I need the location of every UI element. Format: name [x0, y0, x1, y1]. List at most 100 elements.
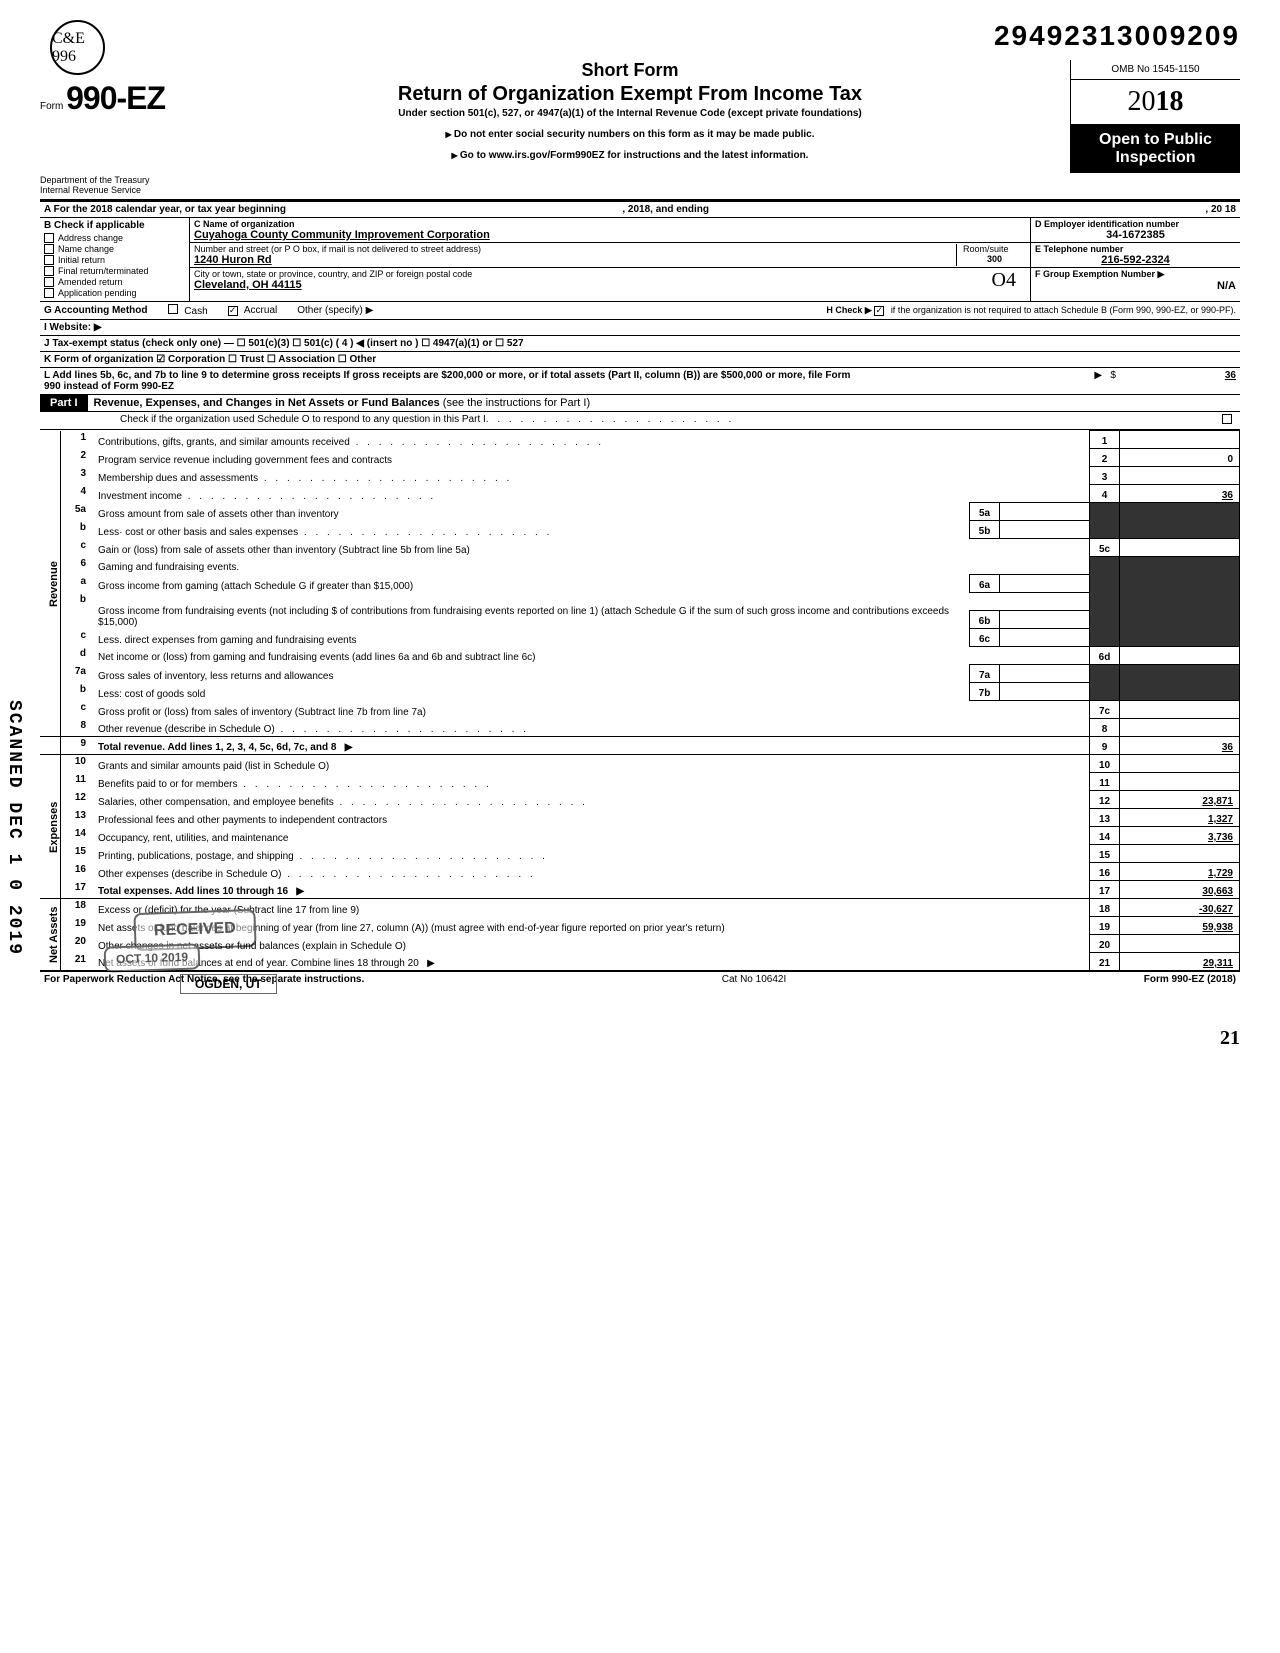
section-d-e-f: D Employer identification number 34-1672…: [1030, 218, 1240, 301]
chk-label: Amended return: [58, 277, 123, 287]
street-label: Number and street (or P O box, if mail i…: [194, 244, 956, 254]
website-label: I Website: ▶: [44, 322, 102, 333]
chk-label: Initial return: [58, 255, 105, 265]
checkbox-icon: [44, 233, 54, 243]
accounting-label: G Accounting Method: [44, 305, 148, 316]
line-a-text: A For the 2018 calendar year, or tax yea…: [44, 204, 286, 215]
line-6d-val: [1120, 647, 1240, 665]
line-5b-desc: Less· cost or other basis and sales expe…: [98, 527, 298, 538]
city-label: City or town, state or province, country…: [194, 269, 992, 279]
subtitle: Under section 501(c), 527, or 4947(a)(1)…: [198, 108, 1062, 119]
ein: 34-1672385: [1035, 229, 1236, 241]
line-21-val: 29,311: [1120, 953, 1240, 971]
line-6-desc: Gaming and fundraising events.: [98, 562, 239, 573]
part-1-header: Part I Revenue, Expenses, and Changes in…: [40, 395, 1240, 412]
chk-amended[interactable]: Amended return: [44, 277, 185, 287]
schedule-o-text: Check if the organization used Schedule …: [120, 414, 486, 427]
chk-address-change[interactable]: Address change: [44, 233, 185, 243]
part-label: Part I: [40, 395, 88, 411]
department: Department of the Treasury Internal Reve…: [40, 175, 190, 195]
line-16-val: 1,729: [1120, 863, 1240, 881]
form-word: Form: [40, 101, 63, 112]
part-title: Revenue, Expenses, and Changes in Net As…: [94, 397, 440, 409]
note-1: Do not enter social security numbers on …: [198, 129, 1062, 140]
checkbox-icon: [44, 244, 54, 254]
tax-year: 2018: [1071, 80, 1240, 125]
line-a-year: , 20 18: [1205, 204, 1236, 215]
year-bold: 18: [1156, 86, 1184, 117]
stamp-ogden: OGDEN, UT: [180, 974, 277, 994]
expenses-side-label: Expenses: [40, 755, 60, 899]
doc-id: 29492313009209: [994, 20, 1240, 51]
line-12-val: 23,871: [1120, 791, 1240, 809]
line-5c-desc: Gain or (loss) from sale of assets other…: [98, 545, 470, 556]
chk-app-pending[interactable]: Application pending: [44, 288, 185, 298]
room: 300: [963, 254, 1026, 264]
logo: C&E 996: [50, 20, 105, 75]
org-name: Cuyahoga County Community Improvement Co…: [194, 229, 1026, 241]
chk-initial-return[interactable]: Initial return: [44, 255, 185, 265]
line-l: L Add lines 5b, 6c, and 7b to line 9 to …: [40, 368, 1240, 395]
other-label: Other (specify) ▶: [297, 305, 373, 316]
phone-label: E Telephone number: [1035, 244, 1236, 254]
cash-label: Cash: [184, 306, 207, 317]
line-5a-desc: Gross amount from sale of assets other t…: [98, 509, 339, 520]
form-label-block: Form 990-EZ Department of the Treasury I…: [40, 60, 190, 195]
line-4-desc: Investment income: [98, 491, 182, 502]
chk-name-change[interactable]: Name change: [44, 244, 185, 254]
line-8-val: [1120, 719, 1240, 737]
line-17-val: 30,663: [1120, 881, 1240, 899]
line-i: I Website: ▶: [40, 320, 1240, 336]
line-19-val: 59,938: [1120, 917, 1240, 935]
group-exempt: N/A: [1035, 280, 1236, 292]
short-form-title: Short Form: [198, 60, 1062, 81]
chk-label: Name change: [58, 244, 114, 254]
checkbox-icon[interactable]: [1222, 414, 1232, 424]
line-11-val: [1120, 773, 1240, 791]
line-14-val: 3,736: [1120, 827, 1240, 845]
line-7a-desc: Gross sales of inventory, less returns a…: [98, 671, 333, 682]
checkbox-icon[interactable]: [168, 304, 178, 314]
checkbox-checked-icon[interactable]: [228, 306, 238, 316]
line-6b-desc: Gross income from fundraising events (no…: [98, 606, 949, 628]
netassets-side-label: Net Assets: [40, 899, 60, 971]
chk-final-return[interactable]: Final return/terminated: [44, 266, 185, 276]
phone: 216-592-2324: [1035, 254, 1236, 266]
line-8-desc: Other revenue (describe in Schedule O): [98, 724, 275, 735]
line-11-desc: Benefits paid to or for members: [98, 779, 238, 790]
document-number: 29492313009209: [40, 20, 1240, 52]
checkbox-checked-icon[interactable]: [874, 306, 884, 316]
line-18-val: -30,627: [1120, 899, 1240, 917]
line-1-val: [1120, 431, 1240, 449]
line-7b-desc: Less: cost of goods sold: [98, 689, 205, 700]
section-b-header: B Check if applicable: [44, 220, 185, 231]
ein-label: D Employer identification number: [1035, 219, 1236, 229]
section-b: B Check if applicable Address change Nam…: [40, 218, 190, 301]
stamp-date: OCT 10 2019: [104, 943, 201, 972]
line-13-val: 1,327: [1120, 809, 1240, 827]
street: 1240 Huron Rd: [194, 254, 956, 266]
line-l-text: L Add lines 5b, 6c, and 7b to line 9 to …: [44, 370, 864, 392]
line-2-desc: Program service revenue including govern…: [98, 455, 392, 466]
checkbox-icon: [44, 277, 54, 287]
group-exempt-label: F Group Exemption Number ▶: [1035, 269, 1236, 280]
line-3-val: [1120, 467, 1240, 485]
chk-label: Final return/terminated: [58, 266, 149, 276]
header-grid: B Check if applicable Address change Nam…: [40, 218, 1240, 302]
line-2-val: 0: [1120, 449, 1240, 467]
accrual-label: Accrual: [244, 305, 277, 316]
tax-exempt-status: J Tax-exempt status (check only one) — ☐…: [44, 338, 524, 349]
section-c: C Name of organization Cuyahoga County C…: [190, 218, 1030, 301]
line-k: K Form of organization ☑ Corporation ☐ T…: [40, 352, 1240, 368]
form-number: 990-EZ: [66, 80, 165, 116]
form-reference: Form 990-EZ (2018): [1144, 974, 1236, 985]
catalog-number: Cat No 10642I: [722, 974, 787, 985]
open-to-public: Open to Public Inspection: [1071, 125, 1240, 173]
handwritten-o4: O4: [992, 269, 1026, 292]
line-7c-desc: Gross profit or (loss) from sales of inv…: [98, 707, 426, 718]
city: Cleveland, OH 44115: [194, 279, 992, 291]
line-16-desc: Other expenses (describe in Schedule O): [98, 869, 281, 880]
omb-number: OMB No 1545-1150: [1071, 60, 1240, 80]
line-5c-val: [1120, 539, 1240, 557]
title-block: Short Form Return of Organization Exempt…: [190, 60, 1070, 161]
